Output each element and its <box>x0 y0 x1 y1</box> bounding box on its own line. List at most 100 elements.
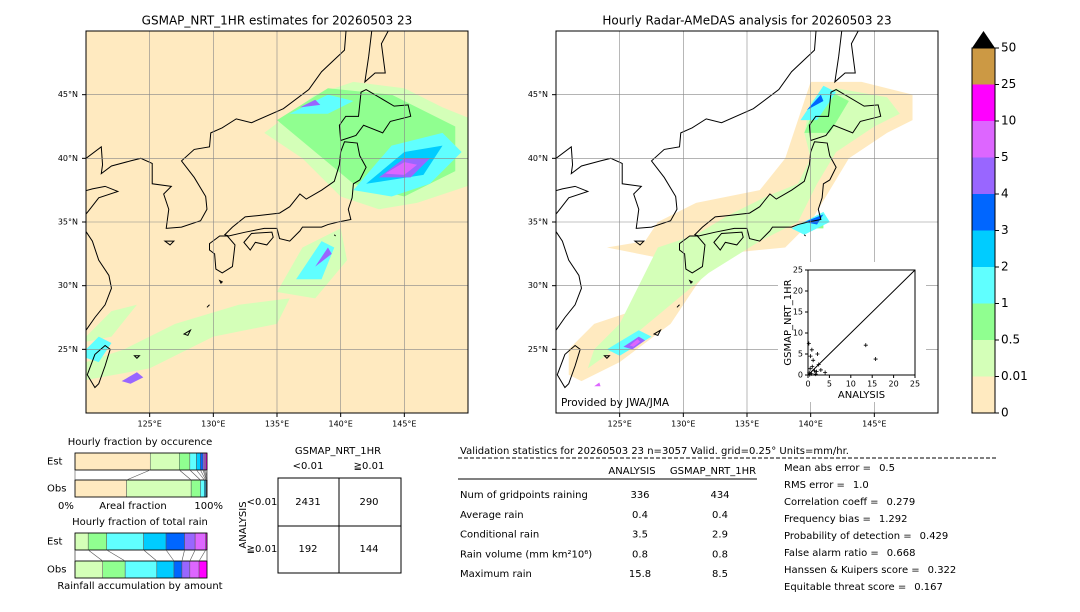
y-tick-label: 5 <box>798 350 803 359</box>
x-axis-label: Rainfall accumulation by amount <box>57 581 222 592</box>
connector <box>106 549 126 562</box>
fraction-segment <box>196 452 201 471</box>
colorbar-segment <box>972 230 995 267</box>
table-cell: 290 <box>359 497 378 508</box>
y-tick-label: 45°N <box>58 90 78 99</box>
point <box>815 352 820 356</box>
y-tick-label: 35°N <box>528 218 548 227</box>
y-tick-label: 40°N <box>58 154 78 163</box>
score-value: 0.429 <box>920 531 949 542</box>
fraction-segment <box>74 532 89 551</box>
map-title: GSMAP_NRT_1HR estimates for 20260503 23 <box>142 14 413 28</box>
total-rain-chart: Hourly fraction of total rain Est Obs Rainf… <box>47 517 223 592</box>
point <box>813 372 818 377</box>
credit: Provided by JWA/JMA <box>561 397 670 409</box>
connector <box>198 549 206 562</box>
fraction-segment <box>184 532 196 551</box>
connector <box>200 469 206 481</box>
bar-frame <box>74 532 208 551</box>
point <box>816 362 821 367</box>
y-tick-label: 35°N <box>58 218 78 227</box>
point <box>812 368 817 373</box>
bar-frame <box>74 560 208 579</box>
y-tick-label: 20 <box>793 287 803 296</box>
row-label: Conditional rain <box>460 530 539 541</box>
point <box>814 369 819 374</box>
point <box>811 358 816 363</box>
axis-end-label: 100% <box>194 501 223 512</box>
score-label: Probability of detection = <box>784 531 912 542</box>
point <box>810 364 815 369</box>
colorbar-label: 25 <box>1001 77 1016 91</box>
row-label: ≧0.01 <box>247 544 278 555</box>
validation-stats: Validation statistics for 20260503 23 n=… <box>458 446 996 593</box>
point <box>809 347 814 352</box>
estimate-map: GSMAP_NRT_1HR estimates for 20260503 23 … <box>58 14 469 429</box>
score-value: 0.322 <box>928 565 957 576</box>
point <box>806 341 811 346</box>
colorbar-extend <box>972 31 995 48</box>
fraction-segment <box>74 560 103 579</box>
colorbar-label: 0.01 <box>1001 369 1028 383</box>
fraction-segment <box>189 452 197 471</box>
score-line: False alarm ratio = 0.668 <box>784 548 915 559</box>
score-line: Probability of detection = 0.429 <box>784 531 948 542</box>
connector <box>189 469 201 481</box>
fraction-segment <box>149 452 180 471</box>
point <box>863 343 868 348</box>
x-tick-label: 145°E <box>862 420 886 429</box>
chart-title: Hourly fraction of total rain <box>72 517 208 528</box>
bar-frame <box>74 479 208 498</box>
score-line: Correlation coeff = 0.279 <box>784 497 915 508</box>
connector <box>196 469 205 481</box>
row-label: Num of gridpoints raining <box>460 490 588 501</box>
fraction-segment <box>102 560 126 579</box>
score-label: Equitable threat score = <box>784 582 906 593</box>
score-value: 0.167 <box>914 582 943 593</box>
x-tick-label: 145°E <box>392 420 416 429</box>
fraction-segment <box>87 532 107 551</box>
x-axis-label: Areal fraction <box>99 501 166 512</box>
colorbar: 0 0.01 0.5 1 2 3 4 5 10 25 50 <box>971 31 1028 420</box>
y-tick-label: 45°N <box>528 90 548 99</box>
row-label: Obs <box>47 484 66 495</box>
x-tick-label: 20 <box>889 380 899 389</box>
score-value: 0.279 <box>887 497 916 508</box>
point <box>823 370 828 375</box>
y-tick-label: 30°N <box>58 281 78 290</box>
connector <box>181 549 185 562</box>
x-tick-label: 140°E <box>329 420 353 429</box>
column-header: ANALYSIS <box>608 466 655 477</box>
fraction-segment <box>200 452 204 471</box>
y-axis-label: GSMAP_NRT_1HR <box>783 279 794 365</box>
x-tick-label: 130°E <box>671 420 695 429</box>
stat-value: 15.8 <box>629 569 651 580</box>
stat-value: 0.4 <box>712 510 728 521</box>
score-value: 0.668 <box>887 548 916 559</box>
connector <box>88 549 103 562</box>
table-cell: 192 <box>298 544 317 555</box>
colorbar-label: 2 <box>1001 260 1009 274</box>
row-label: Average rain <box>460 510 524 521</box>
fraction-segment <box>165 532 185 551</box>
row-label: Maximum rain <box>460 569 532 580</box>
fraction-segment <box>189 560 200 579</box>
fraction-segment <box>173 560 183 579</box>
diagonal <box>807 269 916 376</box>
row-label: Rain volume (mm km²10⁶) <box>460 549 592 560</box>
connector <box>126 469 151 481</box>
x-tick-label: 130°E <box>201 420 225 429</box>
row-label: Est <box>47 537 63 548</box>
score-line: Frequency bias = 1.292 <box>784 514 908 525</box>
contingency-table: GSMAP_NRT_1HR<0.01 ≧0.01<0.01≧0.01ANALYSI… <box>238 446 402 574</box>
colorbar-label: 1 <box>1001 296 1009 310</box>
x-tick-label: 125°E <box>608 420 632 429</box>
score-value: 1.292 <box>879 514 908 525</box>
x-tick-label: 10 <box>846 380 856 389</box>
y-tick-label: 15 <box>793 308 803 317</box>
stat-value: 2.9 <box>712 530 728 541</box>
y-tick-label: 40°N <box>528 154 548 163</box>
stat-value: 0.8 <box>632 549 648 560</box>
point <box>818 367 823 372</box>
